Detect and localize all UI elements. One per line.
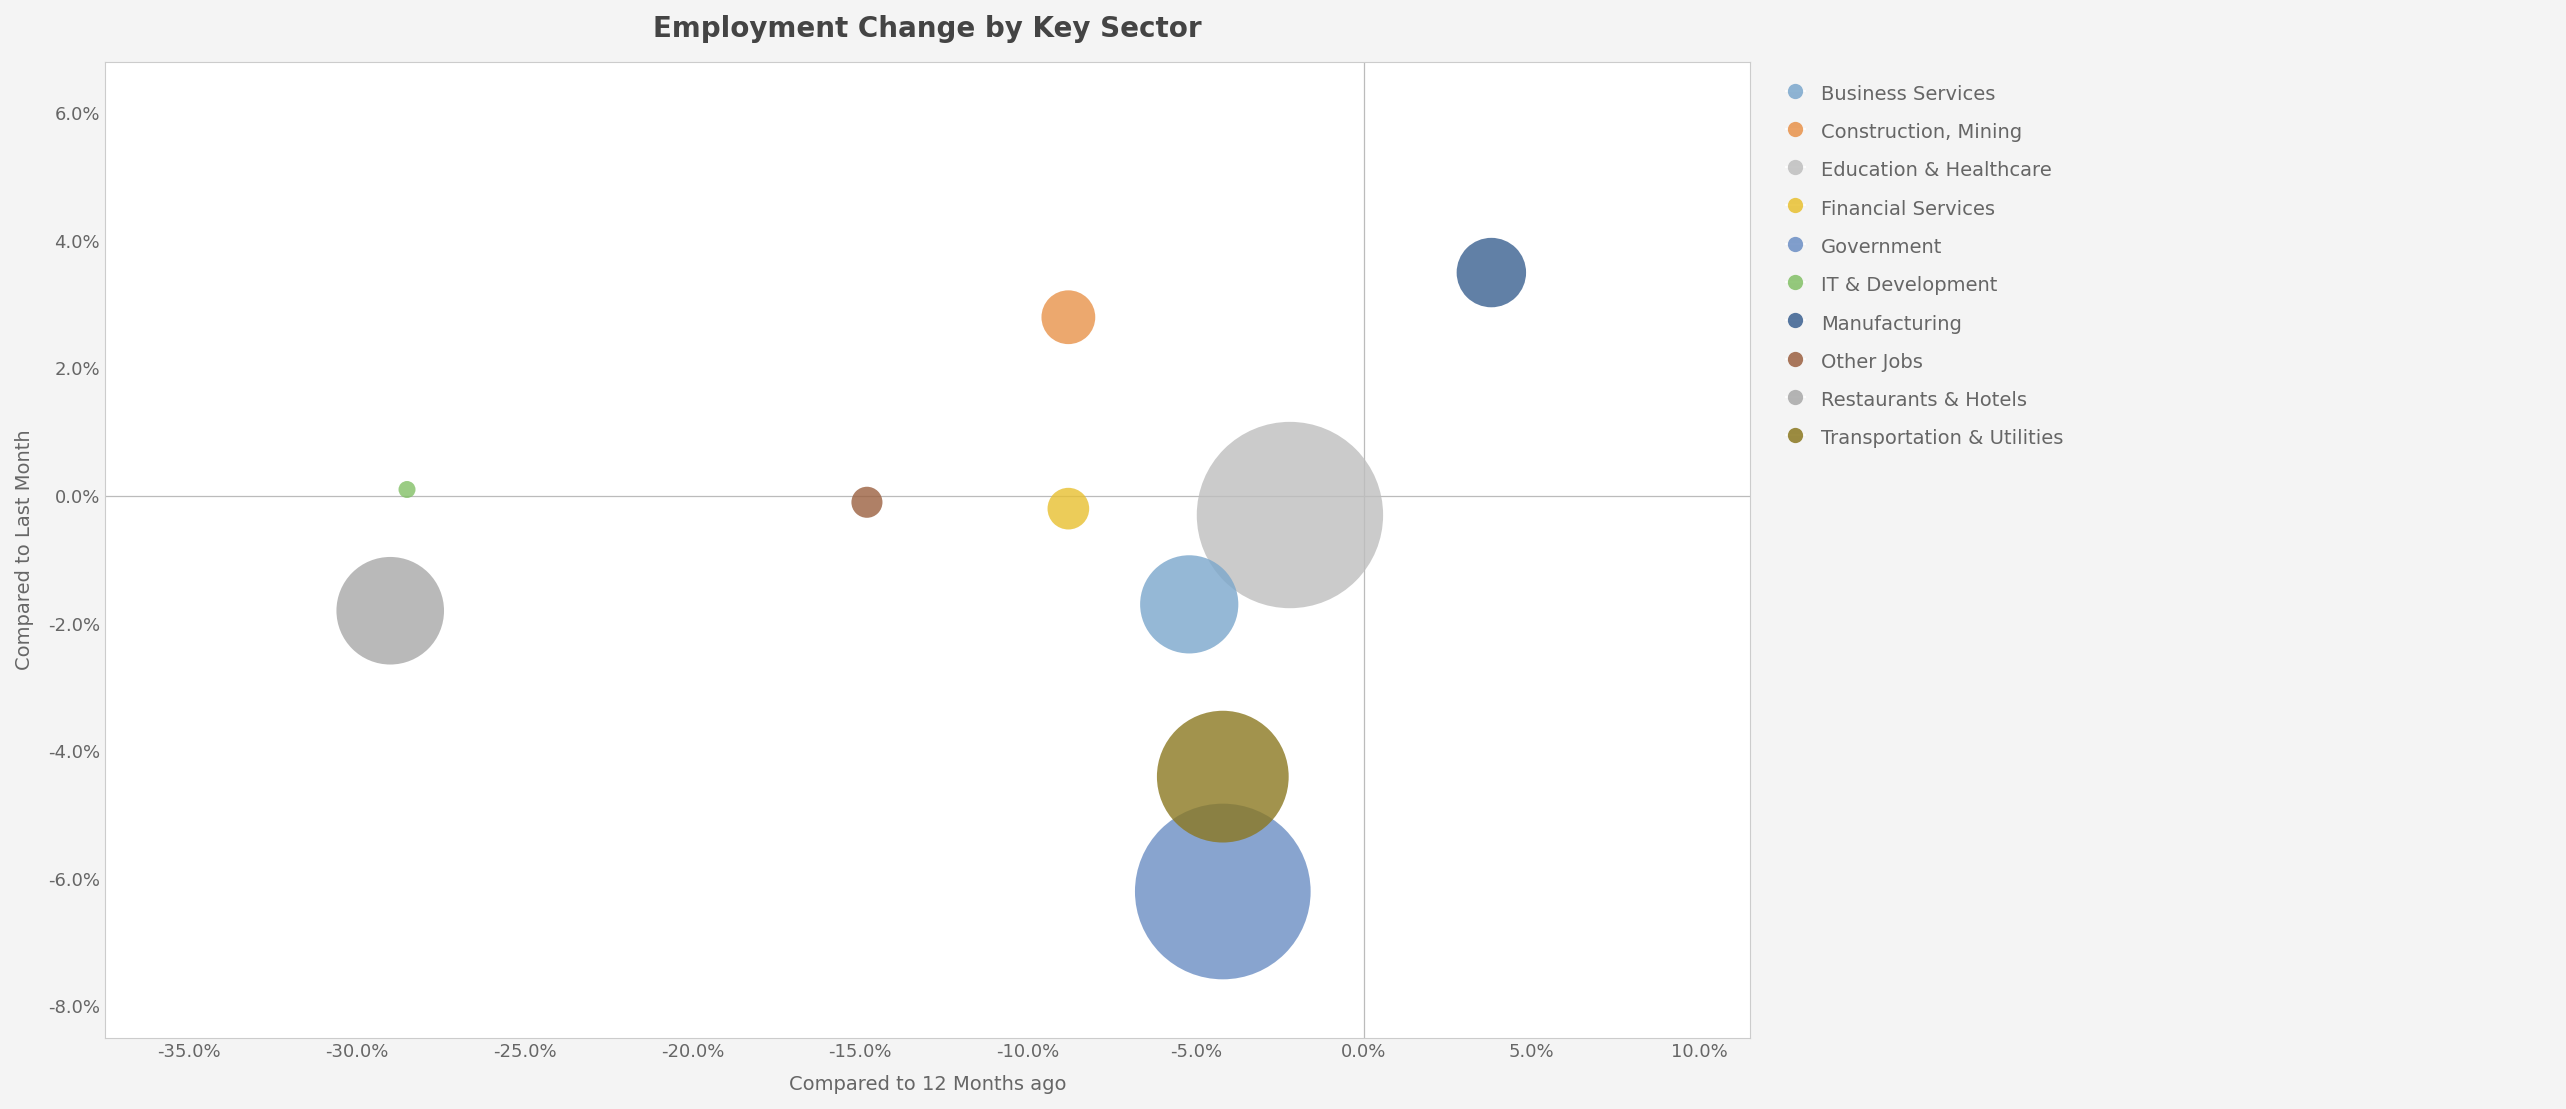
Point [1047,500,1088,518]
Point [1168,596,1209,613]
Point [1203,767,1245,785]
Point [847,494,888,511]
Title: Employment Change by Key Sector: Employment Change by Key Sector [654,16,1201,43]
X-axis label: Compared to 12 Months ago: Compared to 12 Months ago [788,1075,1065,1093]
Point [1203,883,1245,901]
Point [1270,506,1311,523]
Y-axis label: Compared to Last Month: Compared to Last Month [15,430,33,671]
Point [387,480,429,498]
Point [1047,308,1088,326]
Point [1470,264,1511,282]
Legend: Business Services, Construction, Mining, Education & Healthcare, Financial Servi: Business Services, Construction, Mining,… [1776,72,2073,459]
Point [370,602,411,620]
